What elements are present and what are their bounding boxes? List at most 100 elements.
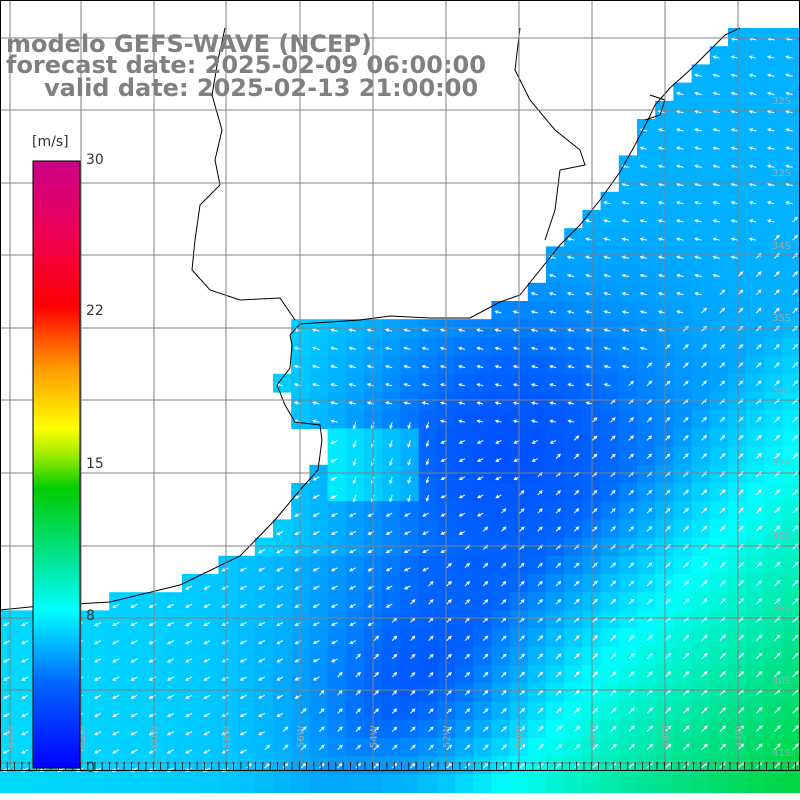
wind-arrow xyxy=(731,183,739,187)
wind-cell xyxy=(637,574,656,593)
wind-cell xyxy=(600,737,620,757)
wind-cell xyxy=(145,701,165,721)
wind-arrow-head xyxy=(339,708,343,712)
wind-arrow xyxy=(319,744,325,751)
wind-arrow xyxy=(428,726,434,732)
wind-arrow xyxy=(222,640,229,645)
wind-cell xyxy=(491,501,511,520)
wind-arrow-head xyxy=(703,525,708,530)
wind-arrow-head xyxy=(739,271,744,275)
wind-arrow xyxy=(313,512,320,517)
wind-arrow-head xyxy=(794,271,799,275)
wind-cell xyxy=(109,756,128,775)
wind-cell xyxy=(291,774,310,793)
wind-arrow-head xyxy=(648,362,653,367)
wind-arrow xyxy=(713,165,720,168)
wind-arrow-head xyxy=(166,713,171,718)
wind-cell xyxy=(345,410,365,429)
wind-cell xyxy=(709,64,729,84)
wind-arrow xyxy=(410,726,416,732)
wind-cell xyxy=(418,519,438,539)
wind-arrow xyxy=(519,708,525,714)
wind-cell xyxy=(491,592,511,611)
wind-arrow-head xyxy=(512,419,517,424)
wind-cell xyxy=(746,628,765,648)
wind-cell xyxy=(473,519,492,539)
wind-arrow-head xyxy=(421,364,426,369)
wind-cell xyxy=(546,282,565,302)
wind-cell xyxy=(455,592,474,611)
wind-arrow xyxy=(349,549,357,553)
wind-cell xyxy=(309,774,329,793)
wind-arrow-head xyxy=(330,382,335,387)
wind-cell xyxy=(546,555,565,575)
wind-arrow xyxy=(464,690,470,696)
wind-arrow-head xyxy=(621,237,626,241)
wind-arrow xyxy=(683,653,689,660)
wind-arrow xyxy=(282,726,288,732)
wind-cell xyxy=(546,519,565,539)
wind-arrow-head xyxy=(776,471,781,475)
wind-cell xyxy=(546,574,565,593)
wind-cell xyxy=(764,592,784,611)
wind-cell xyxy=(673,683,693,702)
wind-arrow xyxy=(555,689,562,696)
wind-arrow-head xyxy=(457,328,462,333)
wind-arrow xyxy=(701,308,707,314)
wind-arrow-head xyxy=(530,364,535,369)
wind-arrow xyxy=(664,635,671,641)
wind-cell xyxy=(564,282,583,302)
wind-arrow xyxy=(331,458,338,463)
wind-arrow-head xyxy=(403,401,408,405)
wind-arrow-head xyxy=(112,659,117,663)
wind-cell xyxy=(709,537,729,557)
wind-cell xyxy=(455,683,474,702)
wind-arrow xyxy=(664,580,671,587)
wind-cell xyxy=(327,537,347,557)
wind-arrow-head xyxy=(795,725,800,729)
wind-arrow-head xyxy=(330,604,335,608)
wind-arrow xyxy=(537,635,543,641)
wind-cell xyxy=(637,592,656,611)
wind-arrow xyxy=(622,201,629,205)
wind-arrow-head xyxy=(221,768,226,772)
wind-arrow-head xyxy=(439,328,444,333)
wind-cell xyxy=(382,446,401,466)
wind-cell xyxy=(728,737,747,757)
wind-cell xyxy=(782,392,800,411)
wind-arrow xyxy=(664,671,671,678)
wind-arrow-head xyxy=(639,219,644,223)
wind-arrow-head xyxy=(630,598,635,603)
wind-arrow xyxy=(683,743,690,751)
wind-arrow xyxy=(737,362,743,368)
wind-cell xyxy=(491,410,511,429)
wind-arrow xyxy=(755,580,762,587)
wind-arrow-head xyxy=(721,489,726,494)
wind-arrow-head xyxy=(549,364,554,369)
wind-cell xyxy=(600,337,620,357)
wind-arrow-head xyxy=(730,255,735,260)
wind-arrow-head xyxy=(776,380,780,385)
wind-cell xyxy=(418,574,438,593)
wind-arrow xyxy=(695,238,702,241)
wind-cell xyxy=(673,483,693,502)
wind-arrow-head xyxy=(203,659,208,663)
wind-arrow xyxy=(701,707,708,714)
wind-arrow xyxy=(312,329,320,332)
wind-arrow-head xyxy=(794,525,799,530)
wind-cell xyxy=(291,501,310,520)
wind-arrow-head xyxy=(166,750,171,754)
wind-arrow xyxy=(622,219,629,223)
wind-arrow-head xyxy=(257,549,262,554)
wind-arrow xyxy=(628,381,634,387)
wind-cell xyxy=(163,774,183,793)
wind-arrow xyxy=(755,743,763,751)
wind-arrow xyxy=(695,274,702,278)
wind-arrow-head xyxy=(466,635,471,640)
valid-date: valid date: 2025-02-13 21:00:00 xyxy=(44,74,479,102)
wind-cell xyxy=(345,319,365,338)
wind-arrow xyxy=(640,292,648,296)
wind-cell xyxy=(254,574,274,593)
wind-cell xyxy=(637,355,656,375)
wind-arrow xyxy=(258,640,266,645)
